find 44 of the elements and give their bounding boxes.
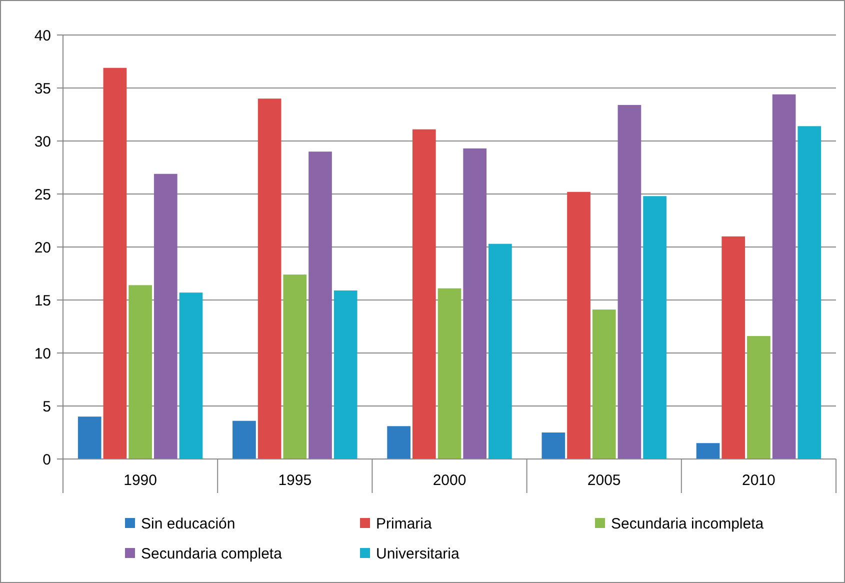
legend-label: Secundaria completa <box>141 545 283 562</box>
y-tick-label: 10 <box>34 345 51 362</box>
bar <box>438 288 462 459</box>
bar <box>567 192 590 459</box>
y-tick-label: 25 <box>34 186 51 204</box>
x-tick-label: 1990 <box>124 472 157 489</box>
bar <box>258 98 282 459</box>
bar <box>232 420 256 459</box>
bar <box>308 152 332 459</box>
x-tick-label: 2005 <box>587 472 621 489</box>
bar <box>542 432 566 459</box>
x-tick-label: 1995 <box>278 472 312 489</box>
y-tick-label: 40 <box>34 27 51 44</box>
bar <box>154 174 178 459</box>
bar <box>592 310 616 459</box>
bar <box>722 236 746 459</box>
bar <box>643 196 666 459</box>
legend-label: Secundaria incompleta <box>611 515 764 532</box>
y-tick-label: 20 <box>34 239 51 256</box>
y-tick-label: 30 <box>34 133 51 150</box>
legend-label: Primaria <box>376 515 432 532</box>
bar <box>747 336 770 459</box>
bar <box>283 274 307 459</box>
y-tick-label: 5 <box>42 398 51 416</box>
y-tick-label: 35 <box>34 80 51 98</box>
bar <box>412 129 436 459</box>
bar <box>103 68 127 459</box>
bar <box>772 94 796 459</box>
bar <box>798 126 822 459</box>
x-tick-label: 2010 <box>742 472 776 489</box>
bar <box>334 290 358 459</box>
y-tick-label: 0 <box>42 451 51 468</box>
bar <box>128 285 152 459</box>
legend-label: Sin educación <box>141 515 236 532</box>
bar <box>179 292 203 459</box>
bar <box>78 416 102 459</box>
bar <box>387 426 410 459</box>
y-tick-label: 15 <box>34 292 51 310</box>
bar <box>463 148 487 459</box>
bar <box>618 104 642 459</box>
x-tick-label: 2000 <box>432 472 466 489</box>
bar <box>696 443 720 459</box>
legend-label: Universitaria <box>376 545 460 562</box>
bar <box>488 244 512 459</box>
